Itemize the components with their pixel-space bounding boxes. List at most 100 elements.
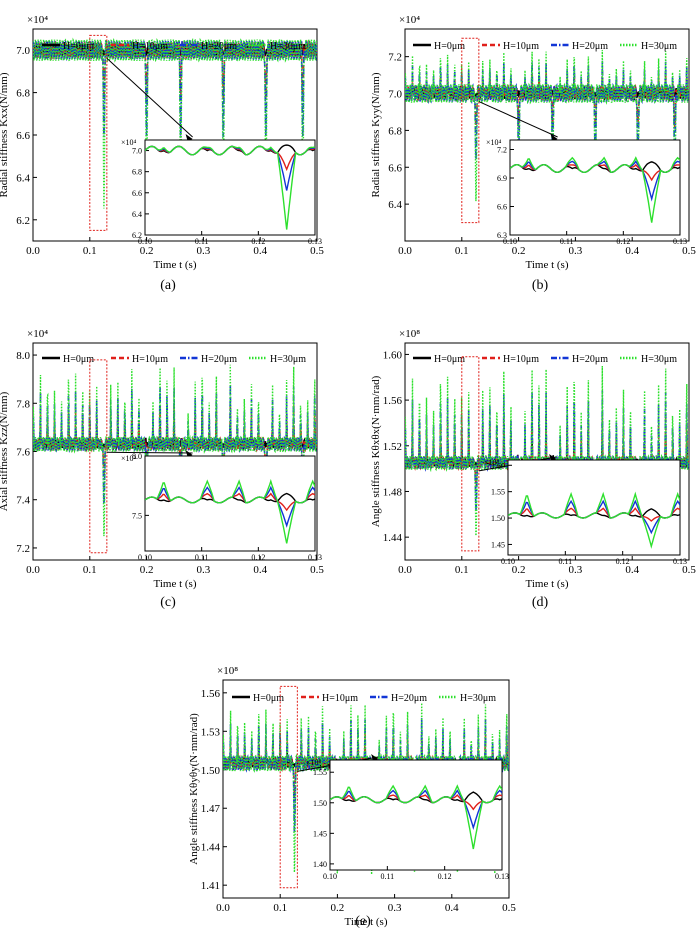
y-tick-label: 6.6 bbox=[132, 189, 142, 198]
y-tick-label: 1.56 bbox=[201, 688, 221, 700]
zoom-arrow-head bbox=[550, 134, 558, 141]
exponent-label: ×10⁴ bbox=[27, 328, 48, 340]
inset-frame bbox=[329, 759, 503, 871]
y-tick-label: 7.2 bbox=[388, 52, 402, 64]
x-tick-label: 0.4 bbox=[253, 564, 267, 576]
y-tick-label: 1.52 bbox=[383, 441, 402, 453]
inset-series-line bbox=[510, 156, 680, 223]
legend-label: H=0μm bbox=[253, 693, 284, 704]
x-tick-label: 0.5 bbox=[310, 564, 324, 576]
x-tick-label: 0.4 bbox=[253, 245, 267, 257]
exponent-label: ×10⁴ bbox=[27, 14, 48, 26]
x-tick-label: 0.0 bbox=[26, 245, 40, 257]
y-tick-label: 1.40 bbox=[313, 860, 327, 869]
inset-exponent-label: ×10⁴ bbox=[486, 138, 502, 147]
x-tick-label: 0.12 bbox=[616, 557, 630, 566]
y-tick-label: 6.9 bbox=[497, 174, 507, 183]
y-tick-label: 1.45 bbox=[313, 829, 327, 838]
panel-label: (e) bbox=[355, 914, 371, 929]
y-tick-label: 8.0 bbox=[16, 350, 30, 362]
chart-panel-5: 0.0 0.1 0.2 0.3 0.4 0.5 1.41 1.44 1.47 1.50 1.53 1.… bbox=[188, 665, 516, 929]
y-tick-label: 1.53 bbox=[201, 726, 221, 738]
x-tick-label: 0.4 bbox=[625, 564, 639, 576]
inset-chart: 0.10 0.11 0.12 0.13 1.45 1.50 1.55 1.60×10⁸ bbox=[484, 458, 687, 566]
legend-label: H=10μm bbox=[503, 354, 539, 365]
x-tick-label: 0.10 bbox=[323, 872, 337, 881]
zoom-highlight-box bbox=[461, 356, 480, 552]
x-tick-label: 0.13 bbox=[495, 872, 509, 881]
x-tick-label: 0.13 bbox=[308, 553, 322, 562]
zoom-arrow-head bbox=[185, 450, 193, 457]
legend-label: H=30μm bbox=[460, 693, 496, 704]
inset-frame bbox=[144, 455, 316, 552]
legend-label: H=0μm bbox=[434, 354, 465, 365]
legend-label: H=10μm bbox=[503, 41, 539, 52]
y-tick-label: 6.3 bbox=[497, 231, 507, 240]
legend-label: H=20μm bbox=[201, 41, 237, 52]
legend-label: H=30μm bbox=[270, 41, 306, 52]
y-axis-label: Radial stiffness Kyy(N/mm) bbox=[370, 72, 382, 197]
inset-frame bbox=[144, 139, 316, 236]
x-tick-label: 0.2 bbox=[512, 245, 526, 257]
x-tick-label: 0.1 bbox=[455, 245, 469, 257]
inset-chart: 0.10 0.11 0.12 0.13 7.5 8.0×10⁴ bbox=[121, 452, 322, 562]
y-tick-label: 1.45 bbox=[491, 540, 505, 549]
x-tick-label: 0.12 bbox=[438, 872, 452, 881]
zoom-highlight-box bbox=[89, 34, 108, 231]
y-tick-label: 1.55 bbox=[313, 768, 327, 777]
y-tick-label: 6.8 bbox=[16, 88, 30, 100]
inset-series-group bbox=[330, 784, 502, 850]
chart-panel-4: 0.0 0.1 0.2 0.3 0.4 0.51.441.481.521.561.60×1… bbox=[370, 328, 696, 610]
x-tick-label: 0.0 bbox=[398, 245, 412, 257]
y-tick-label: 6.4 bbox=[16, 172, 30, 184]
inset-chart: 0.10 0.11 0.12 0.13 6.2 6.4 6.6 6.8 7.0×10⁴ bbox=[121, 138, 322, 246]
y-tick-label: 6.2 bbox=[132, 231, 142, 240]
x-tick-label: 0.11 bbox=[380, 872, 394, 881]
x-tick-label: 0.5 bbox=[310, 245, 324, 257]
x-tick-label: 0.10 bbox=[501, 557, 515, 566]
legend-label: H=10μm bbox=[132, 354, 168, 365]
y-tick-label: 6.6 bbox=[388, 162, 402, 174]
y-tick-label: 1.44 bbox=[383, 532, 403, 544]
x-tick-label: 0.12 bbox=[251, 237, 265, 246]
x-tick-label: 0.2 bbox=[512, 564, 526, 576]
y-tick-label: 1.60 bbox=[491, 461, 505, 470]
inset-series-line bbox=[145, 145, 315, 230]
legend-label: H=20μm bbox=[391, 693, 427, 704]
inset-series-line bbox=[145, 478, 315, 544]
x-tick-label: 0.11 bbox=[195, 237, 209, 246]
y-tick-label: 1.60 bbox=[383, 349, 403, 361]
x-tick-label: 0.3 bbox=[197, 245, 211, 257]
legend-label: H=30μm bbox=[641, 41, 677, 52]
panel-label: (d) bbox=[532, 595, 549, 610]
x-tick-label: 0.10 bbox=[138, 237, 152, 246]
x-axis-label: Time t (s) bbox=[345, 916, 388, 928]
y-tick-label: 7.6 bbox=[16, 447, 30, 459]
inset-exponent-label: ×10⁸ bbox=[306, 758, 322, 767]
x-tick-label: 0.12 bbox=[251, 553, 265, 562]
y-axis-label: Angle stiffness Kθyθy(N·mm/rad) bbox=[188, 713, 200, 865]
y-tick-label: 1.50 bbox=[313, 799, 327, 808]
x-tick-label: 0.11 bbox=[558, 557, 572, 566]
series-group bbox=[33, 37, 317, 210]
x-tick-label: 0.12 bbox=[616, 237, 630, 246]
y-tick-label: 6.6 bbox=[16, 130, 30, 142]
series-line bbox=[33, 37, 317, 210]
x-axis-label: Time t (s) bbox=[526, 259, 569, 271]
y-tick-label: 7.4 bbox=[16, 495, 30, 507]
y-tick-label: 1.55 bbox=[491, 488, 505, 497]
y-tick-label: 7.5 bbox=[132, 511, 142, 520]
axes-frame bbox=[404, 28, 690, 242]
y-tick-label: 1.50 bbox=[201, 765, 221, 777]
y-tick-label: 7.0 bbox=[132, 147, 142, 156]
zoom-arrow bbox=[106, 57, 193, 138]
x-tick-label: 0.1 bbox=[455, 564, 469, 576]
x-axis-label: Time t (s) bbox=[154, 259, 197, 271]
zoom-highlight-box bbox=[461, 37, 480, 224]
y-tick-label: 7.8 bbox=[16, 398, 30, 410]
legend-label: H=20μm bbox=[572, 354, 608, 365]
y-tick-label: 6.2 bbox=[16, 215, 30, 227]
y-tick-label: 6.8 bbox=[388, 125, 402, 137]
legend-label: H=30μm bbox=[641, 354, 677, 365]
x-tick-label: 0.3 bbox=[569, 564, 583, 576]
